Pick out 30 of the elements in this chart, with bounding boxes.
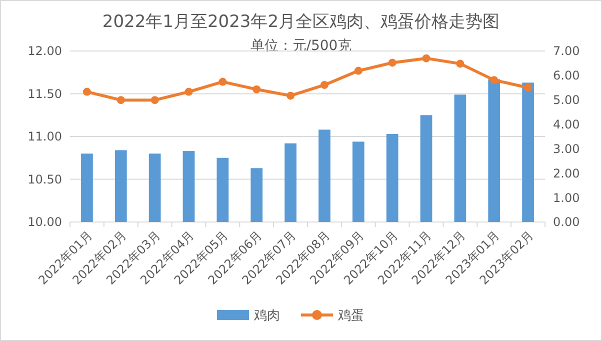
y2-tick-label: 7.00 [553,44,580,58]
point [490,76,498,84]
point [320,80,328,89]
chart-title: 2022年1月至2023年2月全区鸡肉、鸡蛋价格走势图 [102,12,500,32]
legend-label: 鸡肉 [253,308,280,324]
y2-tick-label: 5.00 [553,93,580,108]
y-tick-label: 12.00 [28,44,62,58]
point [524,84,532,92]
y-tick-label: 10.50 [28,172,62,186]
point [218,78,227,86]
point [82,88,91,96]
point [388,58,396,67]
y2-tick-label: 1.00 [553,190,580,205]
y2-tick-label: 4.00 [553,117,580,132]
point [184,88,193,96]
y-tick-label: 11.00 [28,130,62,144]
y2-tick-label: 6.00 [553,68,580,83]
point [252,85,261,94]
y2-tick-label: 3.00 [553,142,580,156]
point [422,54,430,62]
y2-tick-label: 0.00 [553,215,580,230]
y2-tick-label: 2.00 [553,166,580,180]
y-tick-label: 10.00 [28,215,62,230]
point [116,96,125,104]
y-tick-label: 11.50 [28,86,62,101]
point [354,66,362,75]
point [150,96,159,104]
legend-label: 鸡蛋 [337,308,364,324]
point [286,92,295,100]
point [456,60,464,68]
